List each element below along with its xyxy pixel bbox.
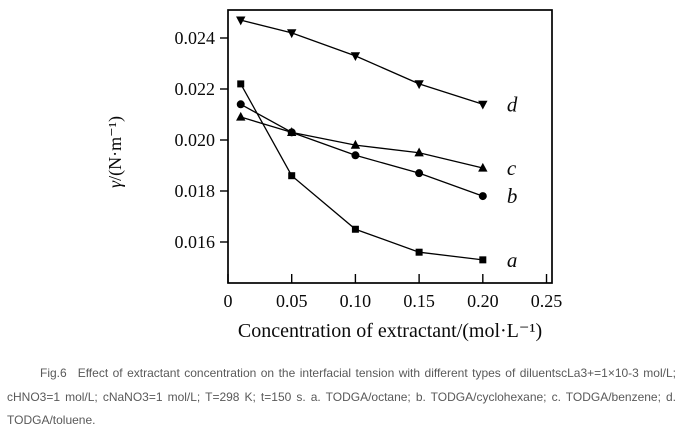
y-tick-label: 0.016 bbox=[175, 232, 216, 252]
marker-square-a bbox=[415, 248, 423, 256]
x-tick-label: 0.10 bbox=[340, 291, 372, 311]
x-tick-label: 0.25 bbox=[531, 291, 563, 311]
x-axis-title: Concentration of extractant/(mol·L⁻¹) bbox=[238, 320, 542, 342]
marker-triangle-down-d bbox=[478, 100, 488, 110]
marker-triangle-up-c bbox=[350, 139, 361, 149]
x-tick-label: 0 bbox=[224, 291, 233, 311]
marker-triangle-down-d bbox=[350, 52, 361, 62]
y-tick-label: 0.024 bbox=[175, 28, 216, 48]
x-tick-label: 0.05 bbox=[276, 291, 308, 311]
series-label-d: d bbox=[507, 92, 518, 116]
marker-square-a bbox=[288, 172, 296, 180]
plot-box bbox=[227, 9, 553, 284]
marker-circle-b bbox=[415, 169, 424, 178]
y-tick-label: 0.022 bbox=[175, 79, 216, 99]
marker-square-a bbox=[351, 225, 359, 233]
series-line-d bbox=[240, 19, 484, 105]
y-tick-label: 0.020 bbox=[175, 130, 216, 150]
marker-triangle-down-d bbox=[236, 16, 246, 26]
marker-square-a bbox=[479, 256, 487, 264]
marker-triangle-up-c bbox=[287, 127, 297, 136]
marker-circle-b bbox=[236, 100, 245, 109]
y-axis-title: γ/(N·m⁻¹) bbox=[105, 116, 126, 188]
marker-square-a bbox=[237, 80, 245, 88]
marker-circle-b bbox=[478, 192, 487, 201]
y-tick-label: 0.018 bbox=[175, 181, 216, 201]
marker-triangle-up-c bbox=[478, 162, 488, 172]
series-label-c: c bbox=[507, 156, 517, 180]
marker-triangle-up-c bbox=[236, 111, 246, 121]
series-label-b: b bbox=[507, 184, 518, 208]
x-tick-label: 0.15 bbox=[403, 291, 435, 311]
marker-triangle-down-d bbox=[414, 80, 424, 90]
series-line-a bbox=[240, 83, 483, 261]
series-label-a: a bbox=[507, 248, 518, 272]
marker-circle-b bbox=[351, 151, 360, 160]
figure-caption: Fig.6 Effect of extractant concentration … bbox=[7, 362, 676, 433]
marker-triangle-up-c bbox=[414, 147, 424, 157]
x-tick-label: 0.20 bbox=[467, 291, 499, 311]
interfacial-tension-line-chart: 0 0.05 0.10 0.15 0.20 0.25 0.016 0.018 0.020 0.02… bbox=[105, 9, 563, 342]
figure-caption-text: Effect of extractant concentration on th… bbox=[7, 366, 676, 427]
marker-triangle-down-d bbox=[287, 29, 297, 39]
figure-caption-label: Fig.6 bbox=[40, 366, 67, 380]
